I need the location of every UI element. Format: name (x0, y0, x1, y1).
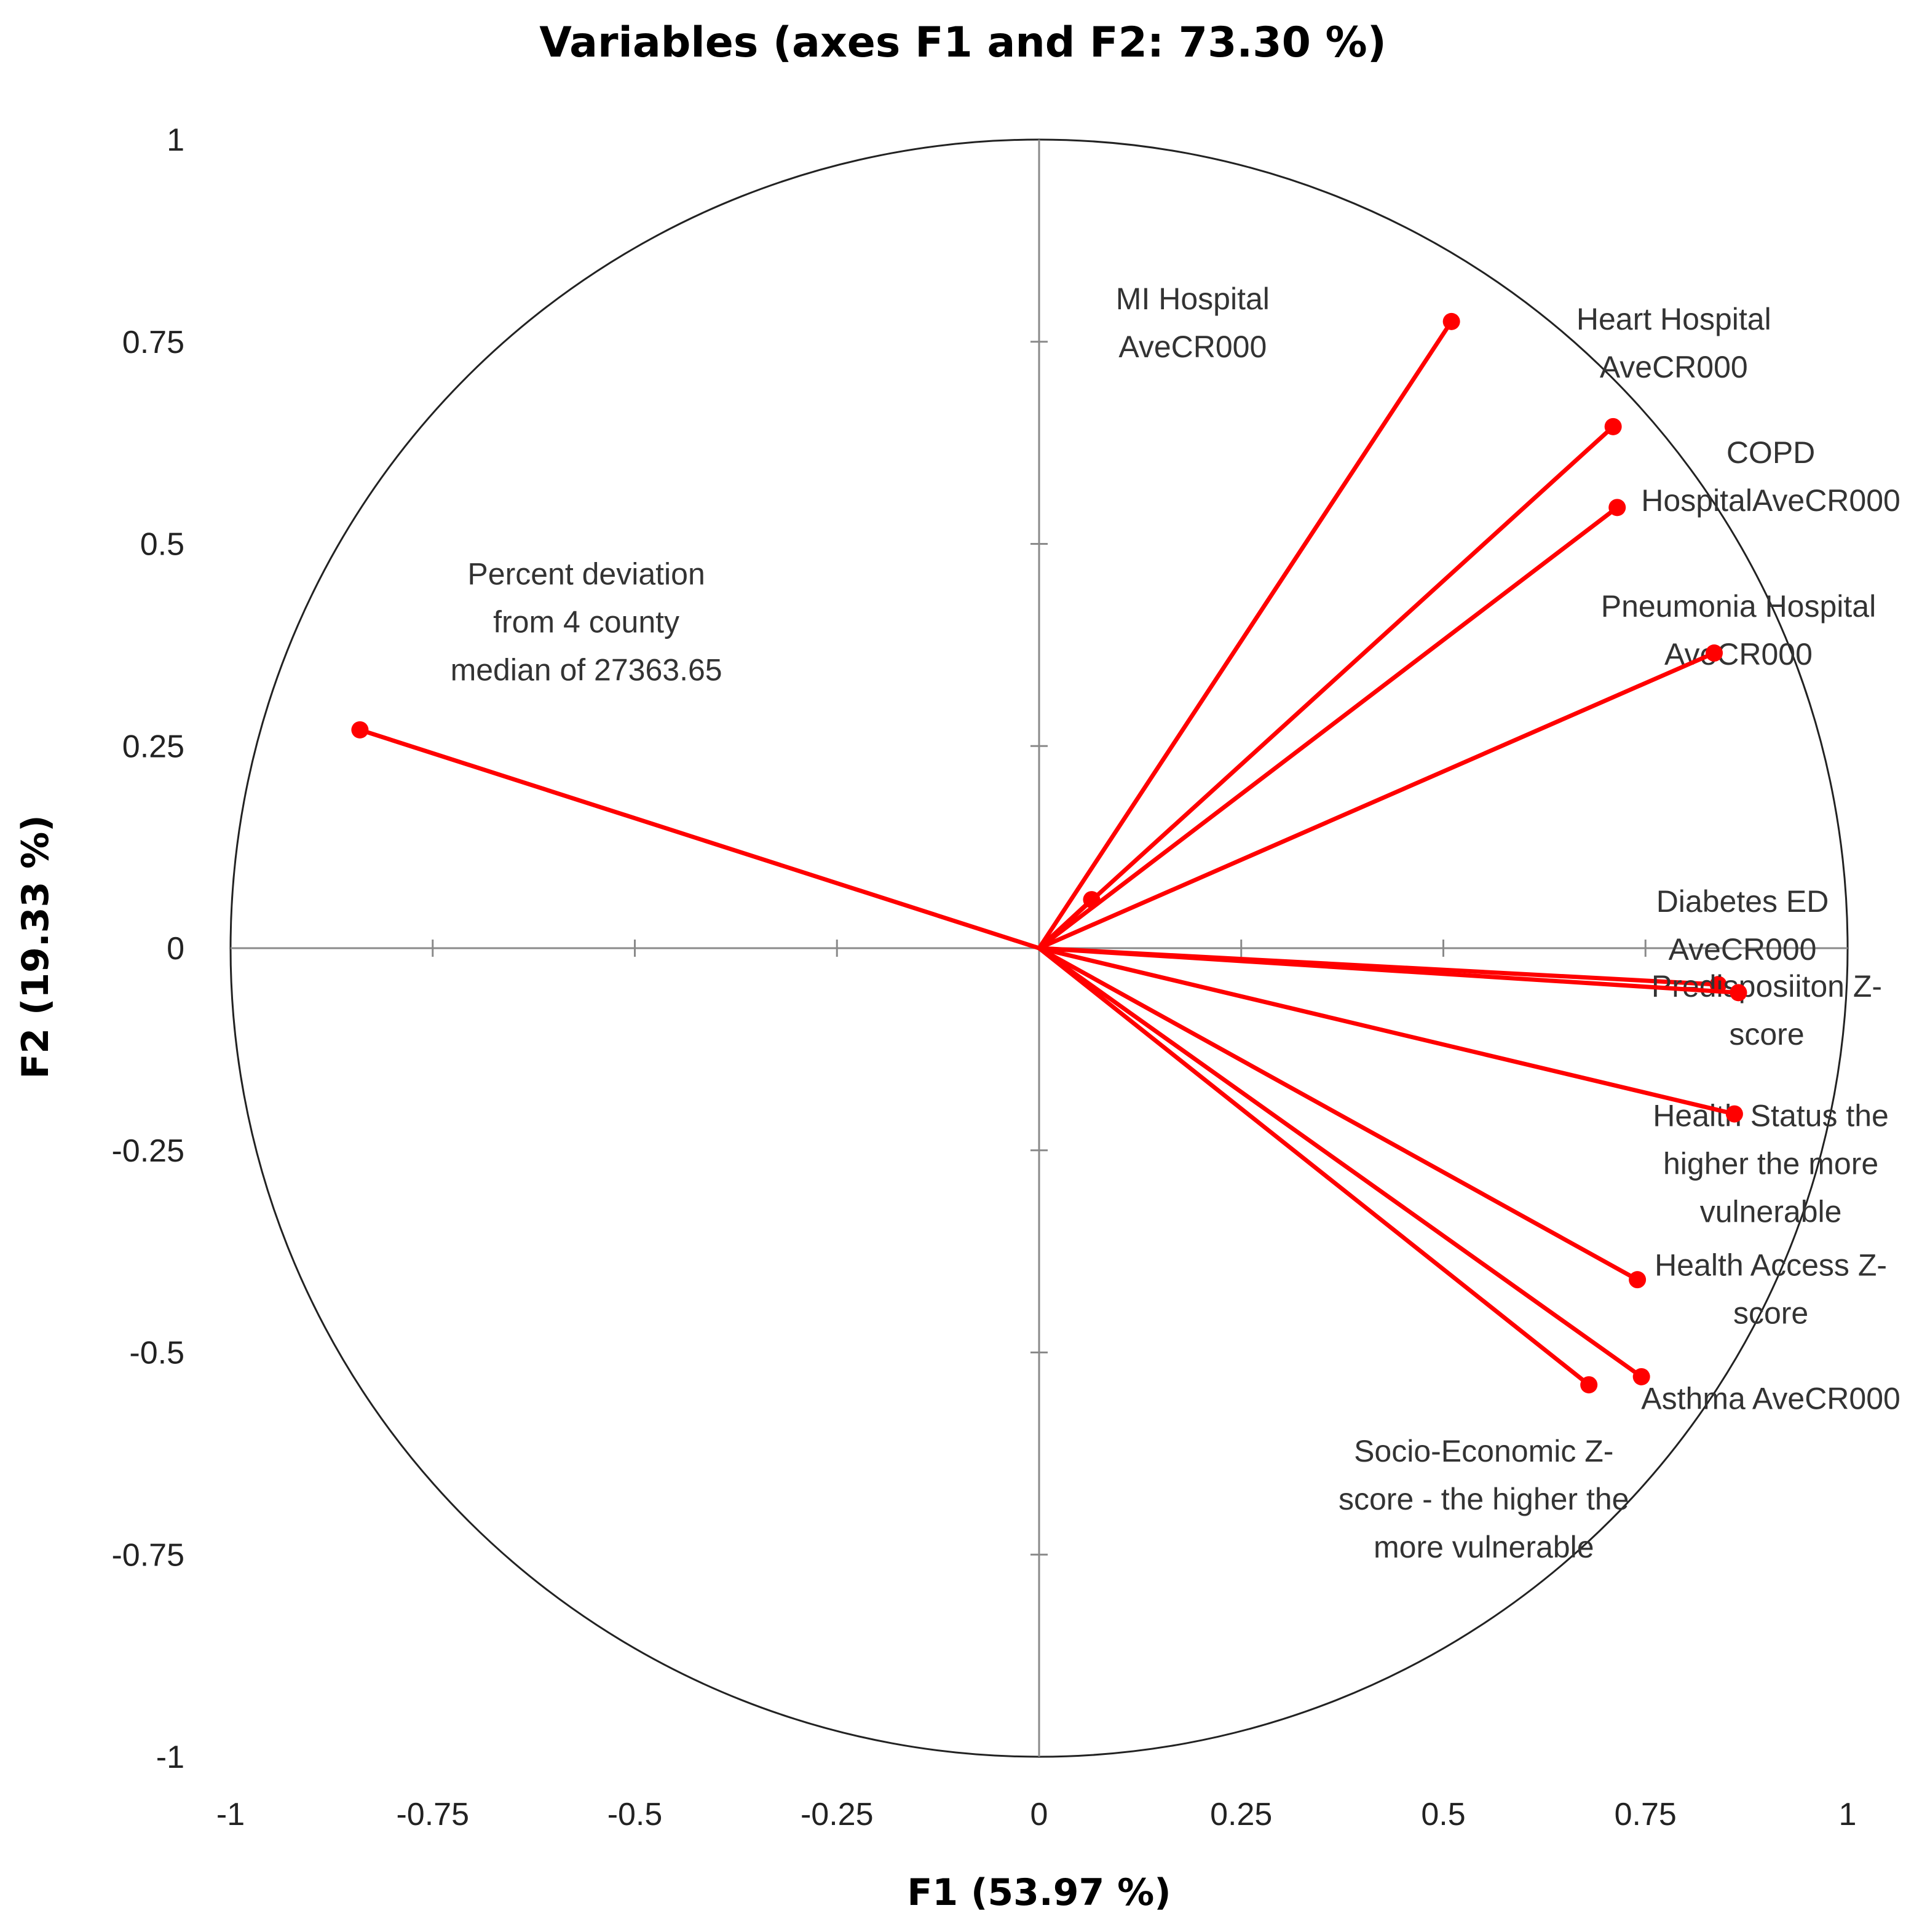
variable-label-line: score - the higher the (1339, 1482, 1629, 1516)
variable-vector: Diabetes ED AveCR000 (1037, 644, 1829, 967)
variable-label-line: AveCR000 (1669, 932, 1817, 967)
y-tick-label: -1 (156, 1740, 184, 1775)
variable-label-line: score (1733, 1296, 1808, 1331)
variable-label-line: Pneumonia Hospital (1601, 589, 1877, 624)
y-tick-label: 0.25 (122, 729, 184, 764)
vector-line (1037, 505, 1620, 951)
variable-label-line: Health Access Z- (1655, 1248, 1887, 1283)
vector-line (1037, 651, 1717, 951)
vector-line (1037, 946, 1644, 1379)
vector-point (1632, 1368, 1650, 1385)
y-tick-label: -0.25 (111, 1133, 184, 1169)
variable-label-line: higher the more (1663, 1146, 1878, 1181)
variable-label: Predisposiiton Z-score (1651, 969, 1882, 1051)
x-tick-label: -0.25 (801, 1797, 874, 1832)
variable-label-line: score (1729, 1017, 1804, 1051)
variable-label: Percent deviation from 4 county median of … (451, 556, 722, 687)
vector-point (351, 721, 369, 738)
variable-label-line: MI Hospital (1116, 282, 1270, 316)
variable-label: Asthma AveCR000 (1641, 1382, 1900, 1416)
variable-vector: Predisposiiton Z-score (1037, 946, 1882, 1051)
vector-line (357, 727, 1042, 951)
vector-line (1037, 946, 1741, 995)
variable-label-line: median of 27363.65 (451, 652, 722, 687)
y-tick-label: 0.5 (140, 527, 184, 563)
vector-point (1706, 644, 1723, 662)
y-tick-label: 1 (167, 122, 184, 158)
vector-point (1580, 1376, 1598, 1394)
chart-title: Variables (axes F1 and F2: 73.30 %) (539, 18, 1386, 67)
y-tick-label: 0.75 (122, 325, 184, 360)
variable-label: Diabetes ED AveCR000 (1656, 884, 1829, 967)
variable-label-line: Predisposiiton Z- (1651, 969, 1882, 1004)
x-tick-label: -1 (216, 1797, 245, 1832)
x-tick-label: 0 (1030, 1797, 1048, 1832)
plot-area: -1 -0.75 -0.5 -0.25 0 0.25 0.5 0.75 1 -1 -0.75 -0.5… (111, 122, 1900, 1832)
variable-label: MI Hospital AveCR000 (1116, 282, 1270, 364)
variable-label-line: HospitalAveCR000 (1641, 483, 1900, 518)
variable-label-line: more vulnerable (1374, 1530, 1594, 1564)
variable-label: Health Access Z-score (1655, 1248, 1887, 1331)
variable-label: COPD HospitalAveCR000 (1641, 435, 1900, 518)
vector-point (1629, 1271, 1647, 1289)
x-tick-label: 0.25 (1210, 1797, 1272, 1832)
variable-vector: Asthma AveCR000 (1037, 946, 1900, 1416)
y-axis-title: F2 (19.33 %) (14, 815, 57, 1079)
variable-label: Socio-Economic Z-score - the higher the m… (1339, 1434, 1629, 1564)
variable-label: Health Status the higher the more vulnerab… (1653, 1098, 1889, 1229)
variable-vector: Percent deviation from 4 county median of … (351, 556, 1042, 951)
x-axis-title: F1 (53.97 %) (907, 1871, 1171, 1914)
variable-vector: Health Access Z-score (1037, 946, 1887, 1331)
variable-vector: COPD HospitalAveCR000 (1037, 418, 1900, 951)
variable-vector: MI Hospital AveCR000 (1037, 282, 1270, 951)
vector-point (1604, 418, 1622, 435)
vector-point (1709, 976, 1727, 994)
x-tick-label: 1 (1839, 1797, 1857, 1832)
x-tick-label: -0.5 (607, 1797, 663, 1832)
variable-label-line: COPD (1726, 435, 1815, 470)
variable-label: Pneumonia Hospital AveCR000 (1601, 589, 1877, 671)
variable-label-line: Asthma AveCR000 (1641, 1382, 1900, 1416)
vector-line (1037, 424, 1616, 951)
vector-line (1037, 946, 1640, 1282)
x-tick-label: -0.75 (396, 1797, 469, 1832)
vector-line (1037, 946, 1591, 1387)
vector-point (1608, 499, 1626, 517)
vector-line (1037, 946, 1737, 1117)
variable-label-line: AveCR000 (1600, 350, 1748, 384)
vector-point (1725, 1105, 1743, 1123)
variable-vector: Heart Hospital AveCR000 (1037, 302, 1771, 951)
variable-label-line: AveCR000 (1118, 330, 1267, 364)
y-tick-label: -0.75 (111, 1537, 184, 1573)
vector-line (1037, 319, 1454, 951)
y-tick-label: -0.5 (129, 1336, 184, 1371)
variable-label-line: Socio-Economic Z- (1354, 1434, 1613, 1468)
variable-label-line: Percent deviation (467, 556, 705, 591)
variable-label-line: Heart Hospital (1576, 302, 1771, 336)
variable-vector: Pneumonia Hospital AveCR000 (1037, 499, 1877, 951)
x-tick-label: 0.75 (1615, 1797, 1677, 1832)
vector-point (1442, 312, 1460, 330)
variable-label-line: from 4 county (493, 604, 679, 639)
y-tick-label: 0 (167, 931, 184, 967)
variable-vector: Socio-Economic Z-score - the higher the m… (1037, 946, 1650, 1564)
variable-label-line: vulnerable (1700, 1194, 1842, 1229)
vector-point (1730, 984, 1747, 1002)
variable-vector (1037, 946, 1598, 1394)
x-tick-label: 0.5 (1421, 1797, 1465, 1832)
variable-label: Heart Hospital AveCR000 (1576, 302, 1771, 384)
variable-label-line: Diabetes ED (1656, 884, 1829, 919)
